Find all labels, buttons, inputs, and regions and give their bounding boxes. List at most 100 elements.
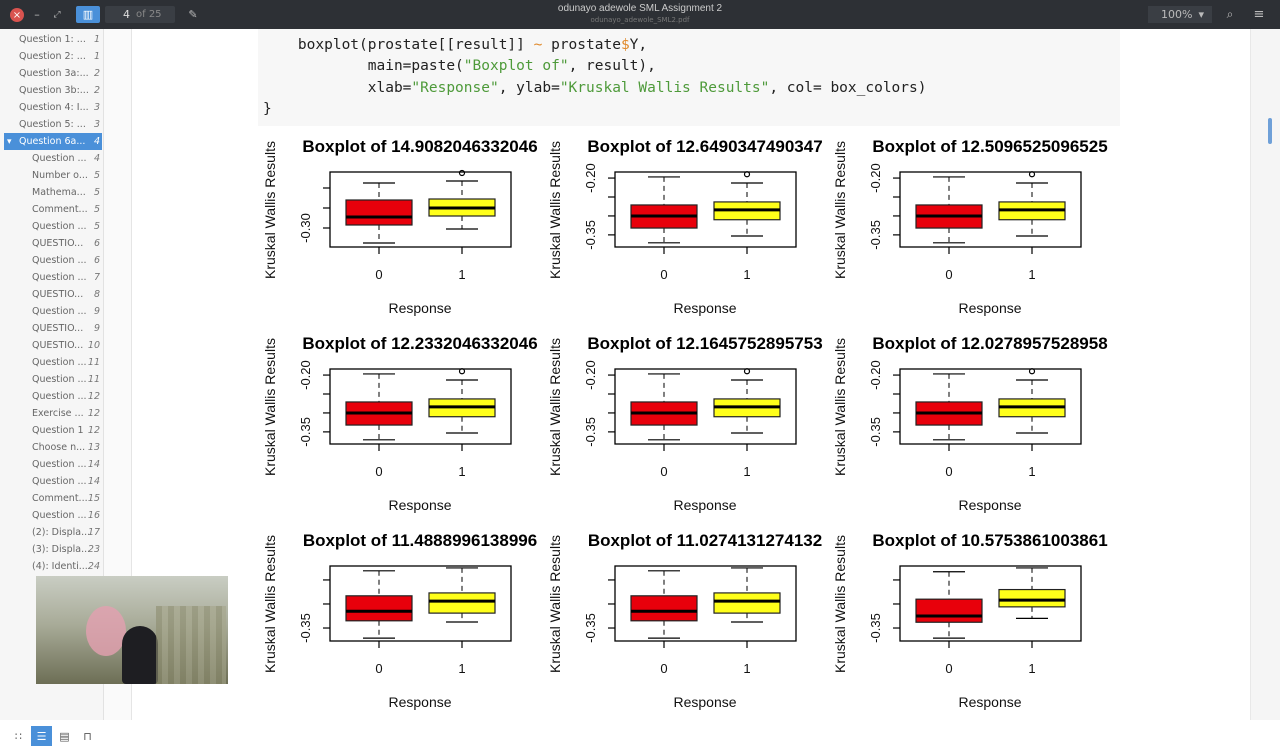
expand-arrow-icon[interactable]: ▾ (7, 136, 12, 147)
outline-item[interactable]: Question 3b:... 2 (4, 82, 102, 99)
outline-item-page: 3 (93, 119, 100, 130)
scrollbar-track[interactable] (1250, 29, 1280, 720)
outline-item[interactable]: Mathema... 5 (4, 184, 102, 201)
outline-item[interactable]: Question 1: ... 1 (4, 31, 102, 48)
annotate-button[interactable]: ✎ (186, 6, 200, 23)
x-axis-label: Response (673, 497, 736, 513)
outline-item[interactable]: QUESTIO... 10 (4, 337, 102, 354)
outline-item[interactable]: Choose n... 13 (4, 439, 102, 456)
x-axis-label: Response (958, 694, 1021, 710)
boxplot-figure: Boxplot of 12.1645752895753 Kruskal Walli… (547, 332, 837, 527)
outline-item[interactable]: QUESTIO... 8 (4, 286, 102, 303)
outline-item-label: Mathema... (32, 187, 86, 198)
outline-item-page: 17 (87, 527, 100, 538)
outline-item[interactable]: QUESTIO... 6 (4, 235, 102, 252)
zoom-select[interactable]: 100% ▾ (1148, 6, 1212, 23)
chart-title: Boxplot of 11.4888996138996 (303, 531, 537, 550)
chart-title: Boxplot of 12.1645752895753 (587, 334, 822, 353)
outline-item-page: 9 (93, 323, 100, 334)
scrollbar-thumb[interactable] (1268, 118, 1272, 144)
boxplot-svg: Boxplot of 10.5753861003861 Kruskal Walli… (832, 531, 1108, 710)
pencil-icon: ✎ (188, 8, 198, 21)
outline-item[interactable]: Question 4: I... 3 (4, 99, 102, 116)
annotations-view-button[interactable]: ▤ (54, 726, 75, 746)
maximize-button[interactable]: ⤢ (52, 6, 62, 23)
x-axis-label: Response (388, 694, 451, 710)
outline-item-page: 5 (93, 221, 100, 232)
outline-item-page: 7 (93, 272, 100, 283)
outline-item[interactable]: Question ... 5 (4, 218, 102, 235)
outline-item[interactable]: Question ... 14 (4, 473, 102, 490)
hamburger-menu-icon: ≡ (1253, 7, 1265, 22)
outline-item[interactable]: Comment... 15 (4, 490, 102, 507)
outline-item[interactable]: Question ... 11 (4, 371, 102, 388)
outline-item-page: 4 (93, 153, 100, 164)
outline-item-label: Number o... (32, 170, 88, 181)
outline-item-label: Question 6a... (19, 136, 86, 147)
outline-item[interactable]: Comment... 5 (4, 201, 102, 218)
outline-item[interactable]: Question ... 6 (4, 252, 102, 269)
outline-item[interactable]: Question ... 11 (4, 354, 102, 371)
code-token: $ (620, 36, 630, 53)
outline-item[interactable]: (4): Identi... 24 (4, 558, 102, 575)
thumbnails-view-button[interactable]: ∷ (8, 726, 29, 746)
boxplot-figure: Boxplot of 11.0274131274132 Kruskal Walli… (547, 529, 837, 724)
outline-item[interactable]: ▾ Question 6a... 4 (4, 133, 102, 150)
outline-item[interactable]: Question 5: ... 3 (4, 116, 102, 133)
y-axis-label: Kruskal Wallis Results (262, 535, 278, 673)
outline-item[interactable]: Question ... 4 (4, 150, 102, 167)
outline-item-page: 1 (93, 51, 100, 62)
outline-item[interactable]: Question 3a:... 2 (4, 65, 102, 82)
outline-item-label: Question ... (32, 391, 87, 402)
chart-title: Boxplot of 11.0274131274132 (588, 531, 822, 550)
search-button[interactable]: ⌕ (1222, 6, 1238, 23)
chart-title: Boxplot of 12.2332046332046 (302, 334, 537, 353)
outline-item[interactable]: Exercise ... 12 (4, 405, 102, 422)
outline-item-label: Question ... (32, 306, 87, 317)
code-token: boxplot(prostate[[result]] (263, 36, 534, 53)
x-axis-label: Response (673, 694, 736, 710)
chevron-down-icon: ▾ (1198, 8, 1204, 21)
outline-item[interactable]: QUESTIO... 9 (4, 320, 102, 337)
outline-item-label: Question ... (32, 153, 87, 164)
outline-item[interactable]: (2): Displa... 17 (4, 524, 102, 541)
minimize-button[interactable]: – (32, 6, 42, 23)
outline-item-label: Question 1: ... (19, 34, 86, 45)
box-group-0 (345, 182, 413, 244)
boxplot-svg: Boxplot of 12.5096525096525 Kruskal Walli… (832, 137, 1108, 316)
outline-item[interactable]: Number o... 5 (4, 167, 102, 184)
outline-item[interactable]: Question 2: ... 1 (4, 48, 102, 65)
x-tick-label: 1 (1028, 267, 1035, 282)
code-token: , col= box_colors) (769, 79, 927, 96)
bookmarks-view-button[interactable]: ⊓ (77, 726, 98, 746)
code-line: } (263, 101, 272, 123)
outline-item[interactable]: Question ... 7 (4, 269, 102, 286)
minimize-icon: – (34, 8, 40, 21)
code-token: "Response" (411, 79, 499, 96)
outline-item[interactable]: Question 1 12 (4, 422, 102, 439)
outline-item-label: Question ... (32, 255, 87, 266)
outline-item[interactable]: Question ... 9 (4, 303, 102, 320)
menu-button[interactable]: ≡ (1252, 6, 1266, 23)
chart-title: Boxplot of 12.5096525096525 (872, 137, 1107, 156)
y-axis-label: Kruskal Wallis Results (262, 141, 278, 279)
outline-view-button[interactable]: ☰ (31, 726, 52, 746)
outline-item-page: 23 (87, 544, 100, 555)
boxplot-svg: Boxplot of 12.6490347490347 Kruskal Walli… (547, 137, 823, 316)
boxplot-figure: Boxplot of 12.0278957528958 Kruskal Walli… (832, 332, 1122, 527)
outline-item[interactable]: Question ... 16 (4, 507, 102, 524)
chart-title: Boxplot of 14.9082046332046 (302, 137, 537, 156)
box-group-1 (428, 567, 496, 623)
page-number-input[interactable]: 4 of 25 (105, 6, 175, 23)
sidebar-toggle-button[interactable]: ▥ (76, 6, 100, 23)
outline-item[interactable]: Question ... 14 (4, 456, 102, 473)
boxplot-svg: Boxplot of 11.4888996138996 Kruskal Walli… (262, 531, 537, 710)
outline-item[interactable]: Question ... 12 (4, 388, 102, 405)
outline-item[interactable]: (3): Displa... 23 (4, 541, 102, 558)
outline-item-label: Question ... (32, 459, 87, 470)
code-token: } (263, 101, 272, 117)
y-axis-label: Kruskal Wallis Results (832, 535, 848, 673)
box (915, 598, 983, 623)
close-window-button[interactable]: × (10, 8, 24, 22)
outline-item-label: Choose n... (32, 442, 86, 453)
